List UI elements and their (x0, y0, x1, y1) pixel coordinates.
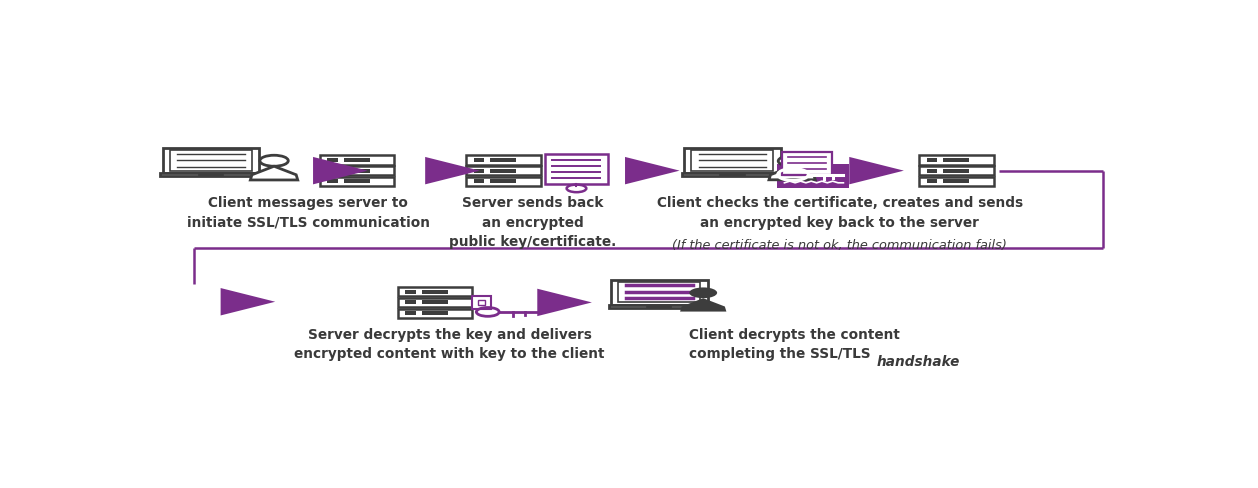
Text: Server decrypts the key and delivers
encrypted content with key to the client: Server decrypts the key and delivers enc… (294, 327, 605, 361)
FancyBboxPatch shape (398, 287, 473, 297)
FancyBboxPatch shape (327, 169, 337, 173)
Polygon shape (681, 299, 726, 312)
FancyBboxPatch shape (920, 156, 994, 165)
Circle shape (689, 288, 717, 299)
FancyBboxPatch shape (465, 166, 541, 176)
FancyBboxPatch shape (473, 159, 484, 163)
FancyBboxPatch shape (320, 156, 395, 165)
FancyBboxPatch shape (927, 180, 937, 184)
FancyBboxPatch shape (421, 301, 448, 305)
FancyBboxPatch shape (478, 301, 486, 305)
Polygon shape (220, 288, 276, 316)
FancyBboxPatch shape (199, 175, 223, 177)
Polygon shape (849, 158, 903, 185)
Text: Client decrypts the content
completing the SSL/TLS: Client decrypts the content completing t… (688, 327, 899, 361)
FancyBboxPatch shape (465, 156, 541, 165)
FancyBboxPatch shape (421, 290, 448, 294)
FancyBboxPatch shape (405, 301, 415, 305)
FancyBboxPatch shape (162, 148, 259, 174)
Polygon shape (537, 289, 591, 317)
Text: Client checks the certificate, creates and sends
an encrypted key back to the se: Client checks the certificate, creates a… (657, 196, 1023, 229)
FancyBboxPatch shape (920, 166, 994, 176)
FancyBboxPatch shape (692, 151, 774, 171)
Circle shape (260, 156, 288, 167)
FancyBboxPatch shape (398, 309, 473, 318)
FancyBboxPatch shape (682, 174, 784, 177)
Polygon shape (313, 158, 367, 185)
FancyBboxPatch shape (405, 290, 415, 294)
FancyBboxPatch shape (327, 159, 337, 163)
FancyBboxPatch shape (170, 151, 252, 171)
FancyBboxPatch shape (609, 305, 710, 308)
FancyBboxPatch shape (944, 159, 970, 163)
FancyBboxPatch shape (343, 159, 370, 163)
FancyBboxPatch shape (421, 312, 448, 316)
FancyBboxPatch shape (944, 169, 970, 173)
FancyBboxPatch shape (927, 169, 937, 173)
FancyBboxPatch shape (721, 175, 745, 177)
Polygon shape (250, 167, 298, 181)
FancyBboxPatch shape (398, 298, 473, 307)
FancyBboxPatch shape (320, 177, 395, 187)
FancyBboxPatch shape (777, 164, 849, 188)
FancyBboxPatch shape (489, 169, 516, 173)
FancyBboxPatch shape (343, 169, 370, 173)
FancyBboxPatch shape (473, 180, 484, 184)
FancyBboxPatch shape (489, 159, 516, 163)
Polygon shape (425, 158, 479, 185)
Text: handshake: handshake (877, 355, 960, 368)
FancyBboxPatch shape (160, 174, 262, 177)
FancyBboxPatch shape (473, 169, 484, 173)
FancyBboxPatch shape (611, 280, 707, 305)
FancyBboxPatch shape (648, 306, 672, 308)
Polygon shape (625, 158, 679, 185)
Text: Client messages server to
initiate SSL/TLS communication: Client messages server to initiate SSL/T… (187, 196, 430, 229)
FancyBboxPatch shape (320, 166, 395, 176)
FancyBboxPatch shape (944, 180, 970, 184)
FancyBboxPatch shape (619, 283, 701, 303)
FancyBboxPatch shape (545, 154, 608, 184)
FancyBboxPatch shape (489, 180, 516, 184)
FancyBboxPatch shape (465, 177, 541, 187)
FancyBboxPatch shape (684, 148, 781, 174)
FancyBboxPatch shape (327, 180, 337, 184)
FancyBboxPatch shape (927, 159, 937, 163)
FancyBboxPatch shape (343, 180, 370, 184)
Circle shape (779, 156, 806, 167)
Text: Server sends back
an encrypted
public key/certificate.: Server sends back an encrypted public ke… (449, 196, 616, 248)
FancyBboxPatch shape (781, 152, 833, 175)
FancyBboxPatch shape (405, 312, 415, 316)
Polygon shape (769, 167, 815, 181)
FancyBboxPatch shape (472, 296, 492, 309)
FancyBboxPatch shape (920, 177, 994, 187)
Text: (If the certificate is not ok, the communication fails): (If the certificate is not ok, the commu… (672, 239, 1008, 252)
